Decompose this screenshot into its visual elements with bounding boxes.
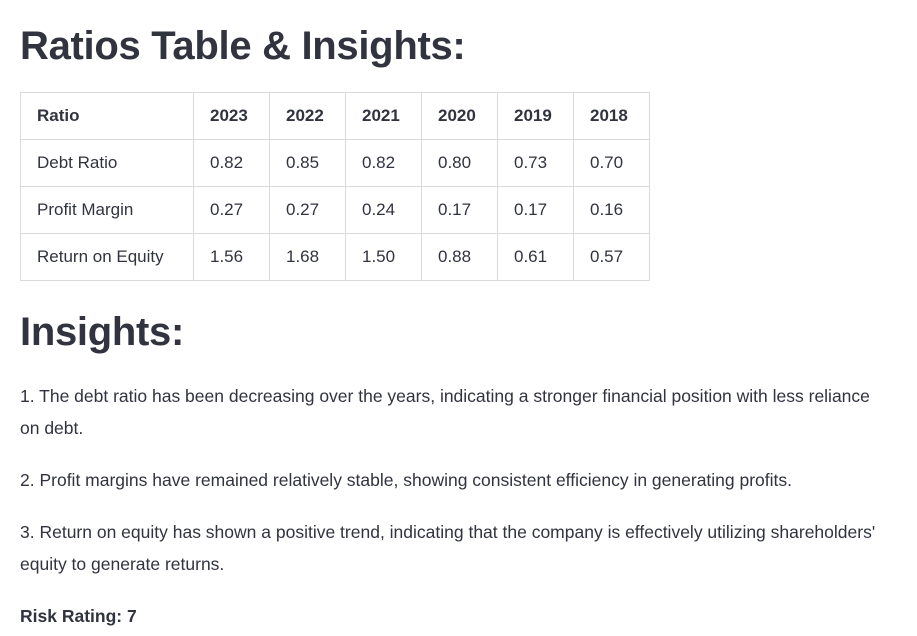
table-cell: 0.70 (573, 139, 650, 187)
insights-list: 1. The debt ratio has been decreasing ov… (20, 380, 890, 600)
insights-heading: Insights: (20, 310, 184, 354)
header-2023: 2023 (193, 92, 270, 140)
row-label: Profit Margin (20, 186, 194, 234)
page-title: Ratios Table & Insights: (20, 24, 466, 68)
table-cell: 0.24 (345, 186, 422, 234)
ratios-table: Ratio 2023 2022 2021 2020 2019 2018 Debt… (20, 92, 650, 281)
header-2018: 2018 (573, 92, 650, 140)
table-row: Debt Ratio 0.82 0.85 0.82 0.80 0.73 0.70 (20, 139, 650, 187)
table-cell: 0.85 (269, 139, 346, 187)
header-ratio: Ratio (20, 92, 194, 140)
table-cell: 0.82 (193, 139, 270, 187)
table-cell: 1.50 (345, 233, 422, 281)
table-row: Return on Equity 1.56 1.68 1.50 0.88 0.6… (20, 233, 650, 281)
insight-item: 2. Profit margins have remained relative… (20, 470, 793, 490)
table-cell: 0.82 (345, 139, 422, 187)
table-cell: 0.80 (421, 139, 498, 187)
table-cell: 1.56 (193, 233, 270, 281)
table-cell: 0.61 (497, 233, 574, 281)
header-2019: 2019 (497, 92, 574, 140)
table-cell: 0.73 (497, 139, 574, 187)
table-cell: 0.27 (193, 186, 270, 234)
table-header-row: Ratio 2023 2022 2021 2020 2019 2018 (20, 92, 650, 140)
header-2020: 2020 (421, 92, 498, 140)
table-row: Profit Margin 0.27 0.27 0.24 0.17 0.17 0… (20, 186, 650, 234)
header-2021: 2021 (345, 92, 422, 140)
table-cell: 1.68 (269, 233, 346, 281)
table-cell: 0.88 (421, 233, 498, 281)
header-2022: 2022 (269, 92, 346, 140)
table-cell: 0.27 (269, 186, 346, 234)
table-cell: 0.57 (573, 233, 650, 281)
table-cell: 0.17 (421, 186, 498, 234)
row-label: Debt Ratio (20, 139, 194, 187)
row-label: Return on Equity (20, 233, 194, 281)
table-cell: 0.17 (497, 186, 574, 234)
risk-rating: Risk Rating: 7 (20, 606, 137, 626)
table-cell: 0.16 (573, 186, 650, 234)
insight-item: 1. The debt ratio has been decreasing ov… (20, 386, 870, 438)
insight-item: 3. Return on equity has shown a positive… (20, 522, 876, 574)
